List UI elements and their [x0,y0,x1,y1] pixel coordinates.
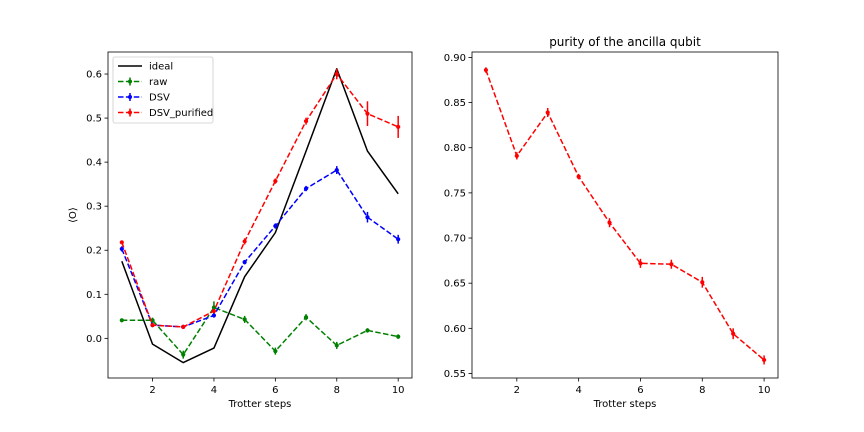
y-tick-label: 0.70 [444,234,466,245]
series-DSV_purified [119,68,401,329]
data-point [242,317,247,322]
x-tick-label: 10 [758,385,771,396]
data-point [576,174,581,179]
data-point [211,305,217,310]
x-axis-label: Trotter steps [228,399,292,410]
x-tick-label: 8 [699,385,705,396]
data-point [119,246,124,252]
data-point [211,313,217,318]
y-tick-label: 0.85 [444,98,466,109]
y-tick-label: 0.55 [444,369,466,380]
data-point [334,343,339,348]
data-point [669,262,674,267]
data-point [242,260,247,265]
data-point [396,124,401,129]
plot-frame [107,51,413,379]
data-point [638,261,643,266]
data-point [334,167,339,173]
y-tick-label: 0.80 [444,143,466,154]
data-point [303,119,309,124]
y-tick-label: 0.65 [444,279,466,290]
x-tick-label: 2 [149,385,155,396]
series-raw [119,301,401,359]
legend-label: DSV [149,93,170,104]
series-line-1 [483,67,767,365]
data-point [514,153,519,158]
data-point [365,215,370,220]
y-tick-label: 0.2 [86,246,102,257]
x-tick-label: 4 [575,385,581,396]
y-tick-label: 0.1 [86,290,102,301]
y-tick-label: 0.6 [86,70,102,81]
legend-marker [127,110,133,115]
data-point [545,110,550,115]
series-ideal [121,67,399,364]
data-point [365,328,370,333]
subplot-2: purity of the ancilla qubit 2 4 6 8 10 0.55 0.6… [444,35,779,410]
data-point [761,357,767,363]
series-line [121,169,399,328]
series-line [121,67,399,364]
data-point [334,71,339,77]
data-point [731,331,736,336]
data-point [303,186,309,191]
legend-label: raw [149,77,167,88]
x-tick-label: 2 [514,385,520,396]
y-tick-label: 0.0 [86,334,102,345]
data-point [396,334,401,339]
series-line [485,69,765,361]
y-tick-label: 0.4 [86,158,102,169]
data-point [119,240,124,245]
subplot-1: 2 4 6 8 10 0.0 0.1 0.2 0.3 0.4 0.5 0.6 Trotter steps… [68,51,413,410]
x-tick-label: 6 [637,385,643,396]
data-point [607,220,612,225]
y-tick-label: 0.75 [444,188,466,199]
plot-frame [471,51,779,379]
data-point [273,178,278,184]
legend-marker [127,94,133,100]
legend: ideal raw DSV DSV_purified [112,56,214,124]
y-tick-label: 0.90 [444,53,466,64]
x-axis-label: Trotter steps [593,399,657,410]
data-point [150,323,155,328]
series-line [121,306,399,356]
data-point [700,280,705,285]
y-axis-label: ⟨O⟩ [68,207,79,223]
y-tick-label: 0.5 [86,114,102,125]
series-line [121,73,399,328]
data-point [119,318,124,323]
data-point [483,67,489,73]
data-point [181,352,186,357]
legend-label: ideal [149,62,173,73]
legend-marker [127,79,133,84]
data-point [365,111,370,116]
x-tick-label: 8 [334,385,340,396]
data-point [211,308,217,314]
y-tick-label: 0.60 [444,324,466,335]
data-point [242,239,247,244]
legend-label: DSV_purified [149,108,213,119]
x-tick-label: 6 [272,385,278,396]
data-point [303,315,309,320]
y-tick-label: 0.3 [86,202,102,213]
data-point [396,237,401,242]
x-tick-label: 10 [392,385,405,396]
data-point [273,349,278,354]
subplot-title: purity of the ancilla qubit [549,35,701,49]
legend-box [112,56,214,124]
x-tick-label: 4 [211,385,217,396]
series-DSV [119,166,401,329]
data-point [273,223,278,229]
data-point [181,324,186,329]
